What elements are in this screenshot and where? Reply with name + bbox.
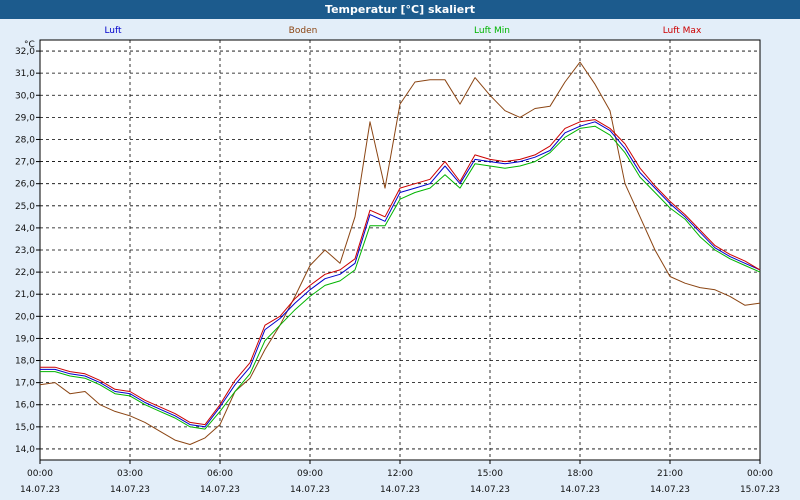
y-tick-label: 14,0 (15, 445, 35, 455)
y-tick-label: 22,0 (15, 268, 35, 278)
x-tick-time: 18:00 (567, 469, 593, 479)
y-tick-label: 24,0 (15, 224, 35, 234)
window-title: Temperatur [°C] skaliert (0, 0, 800, 19)
y-tick-label: 15,0 (15, 423, 35, 433)
x-tick-time: 00:00 (747, 469, 773, 479)
x-tick-date: 15.07.23 (740, 485, 780, 495)
x-tick-time: 09:00 (297, 469, 323, 479)
y-tick-label: 20,0 (15, 312, 35, 322)
x-tick-date: 14.07.23 (110, 485, 150, 495)
y-tick-label: 18,0 (15, 357, 35, 367)
x-axis: 00:00 14.07.23 03:00 14.07.23 06:00 14.07.23 0… (20, 460, 780, 495)
y-tick-label: 17,0 (15, 379, 35, 389)
x-tick-time: 21:00 (657, 469, 683, 479)
y-tick-label: 23,0 (15, 246, 35, 256)
legend-entry: Luft Min (474, 26, 510, 36)
y-tick-label: 31,0 (15, 69, 35, 79)
x-tick-date: 14.07.23 (20, 485, 60, 495)
y-tick-label: 16,0 (15, 401, 35, 411)
x-tick-date: 14.07.23 (290, 485, 330, 495)
series-line-luft (40, 121, 761, 428)
series-line-boden (39, 61, 761, 445)
y-tick-label: 28,0 (15, 135, 35, 145)
x-tick-time: 00:00 (27, 469, 53, 479)
x-tick-time: 03:00 (117, 469, 143, 479)
grid-lines (40, 40, 760, 460)
series-line-luft-max (40, 119, 761, 426)
x-tick-date: 14.07.23 (650, 485, 690, 495)
y-tick-label: 27,0 (15, 158, 35, 168)
x-tick-date: 14.07.23 (560, 485, 600, 495)
legend-entry: Luft (104, 26, 122, 36)
y-tick-label: 30,0 (15, 91, 35, 101)
x-tick-time: 12:00 (387, 469, 413, 479)
y-axis-unit: °C (24, 40, 35, 50)
y-tick-label: 19,0 (15, 334, 35, 344)
series-line-luft-min (40, 125, 761, 430)
legend-entry: Luft Max (663, 26, 702, 36)
y-tick-label: 21,0 (15, 290, 35, 300)
y-tick-label: 25,0 (15, 202, 35, 212)
x-tick-time: 15:00 (477, 469, 503, 479)
legend: Luft Boden Luft Min Luft Max (104, 26, 702, 36)
y-tick-label: 26,0 (15, 180, 35, 190)
x-tick-time: 06:00 (207, 469, 233, 479)
y-tick-label: 32,0 (15, 47, 35, 57)
x-tick-date: 14.07.23 (380, 485, 420, 495)
x-tick-date: 14.07.23 (470, 485, 510, 495)
y-axis: 14,0 15,0 16,0 17,0 18,0 19,0 20,0 21,0 22,0 23,0… (15, 47, 40, 455)
legend-entry: Boden (289, 26, 318, 36)
x-tick-date: 14.07.23 (200, 485, 240, 495)
y-tick-label: 29,0 (15, 113, 35, 123)
series-lines (39, 61, 761, 445)
